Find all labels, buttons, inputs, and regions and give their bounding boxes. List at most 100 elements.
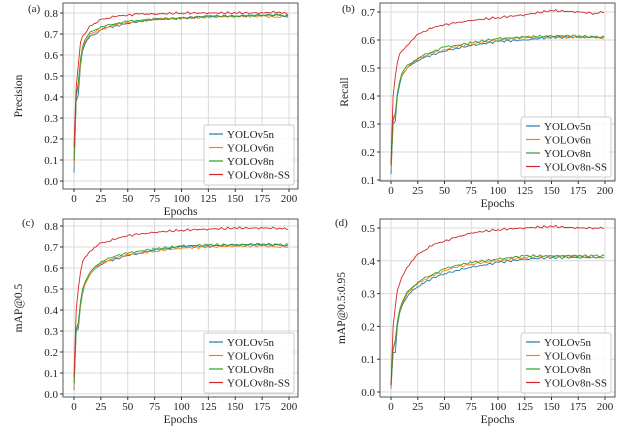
x-tick-label: 50: [122, 401, 134, 413]
plot-frame: [62, 2, 299, 190]
x-tick-label: 150: [543, 185, 560, 197]
y-tick-label: 0.1: [361, 354, 375, 366]
y-tick-label: 0.5: [361, 223, 375, 235]
legend-entry: YOLOv8n: [227, 156, 275, 168]
legend-entry: YOLOv5n: [544, 121, 592, 133]
legend-box: [203, 332, 295, 394]
x-tick-label: 75: [466, 401, 478, 413]
x-tick-label: 75: [149, 401, 161, 413]
x-tick-label: 100: [173, 401, 190, 413]
x-tick-label: 25: [412, 401, 424, 413]
series-line-yolov8n: [73, 242, 289, 384]
legend-entry: YOLOv8n-SS: [544, 378, 607, 390]
series-line-yolov6n: [73, 244, 289, 388]
series-line-yolov8n-ss: [73, 10, 289, 148]
y-tick-label: 0.6: [361, 35, 375, 47]
x-tick-label: 125: [200, 401, 217, 413]
x-tick-label: 75: [466, 185, 478, 197]
x-tick-label: 0: [388, 401, 394, 413]
x-tick-label: 0: [71, 193, 77, 205]
panel-label: (a): [28, 3, 41, 15]
y-tick-label: 0.5: [361, 63, 375, 75]
series-line-yolov8n: [390, 254, 605, 386]
series-line-yolov8n: [390, 34, 605, 167]
x-tick-label: 200: [281, 193, 298, 205]
series-line-yolov5n: [390, 256, 604, 389]
y-tick-label: 0.6: [44, 263, 58, 275]
x-tick-label: 25: [95, 401, 107, 413]
legend-entry: YOLOv8n: [227, 364, 275, 376]
y-tick-label: 0.7: [44, 242, 58, 254]
x-tick-label: 0: [71, 401, 77, 413]
y-tick-label: 0.7: [44, 29, 58, 41]
legend-box: [203, 124, 295, 186]
y-tick-label: 0.1: [361, 175, 375, 187]
y-tick-label: 0.4: [44, 92, 58, 104]
x-tick-label: 125: [517, 401, 534, 413]
x-tick-label: 175: [570, 185, 587, 197]
y-axis-label: Recall: [339, 77, 351, 106]
y-tick-label: 0.0: [361, 387, 375, 399]
x-tick-label: 200: [597, 185, 614, 197]
legend-entry: YOLOv8n: [544, 364, 592, 376]
x-tick-label: 200: [597, 401, 614, 413]
y-tick-label: 0.2: [44, 134, 58, 146]
y-tick-label: 0.7: [361, 7, 375, 19]
legend-entry: YOLOv6n: [544, 135, 592, 147]
y-tick-label: 0.0: [44, 389, 58, 401]
y-tick-label: 0.1: [44, 155, 58, 167]
x-tick-label: 25: [95, 193, 107, 205]
x-tick-label: 200: [281, 401, 298, 413]
x-axis-label: Epochs: [164, 414, 198, 426]
legend-entry: YOLOv8n-SS: [544, 162, 607, 174]
x-tick-label: 50: [439, 401, 451, 413]
legend-box: [520, 116, 612, 178]
series-line-yolov8n-ss: [390, 9, 605, 164]
x-tick-label: 100: [490, 401, 507, 413]
x-axis-label: Epochs: [481, 414, 515, 426]
x-tick-label: 125: [200, 193, 217, 205]
legend-entry: YOLOv6n: [227, 351, 275, 363]
y-tick-label: 0.3: [361, 119, 375, 131]
x-tick-label: 100: [173, 193, 190, 205]
legend-entry: YOLOv8n-SS: [227, 378, 290, 390]
x-tick-label: 50: [439, 185, 451, 197]
x-axis-label: Epochs: [481, 198, 515, 210]
legend-entry: YOLOv6n: [227, 143, 275, 155]
x-tick-label: 150: [227, 193, 244, 205]
x-tick-label: 150: [227, 401, 244, 413]
legend-entry: YOLOv8n: [544, 148, 592, 160]
legend-entry: YOLOv8n-SS: [227, 170, 290, 182]
x-tick-label: 100: [490, 185, 507, 197]
y-tick-label: 0.4: [361, 91, 375, 103]
y-axis-label: Precision: [13, 74, 25, 117]
y-tick-label: 0.3: [44, 326, 58, 338]
x-tick-label: 175: [570, 401, 587, 413]
series-line-yolov8n: [73, 13, 289, 161]
y-tick-label: 0.6: [44, 50, 58, 62]
y-axis-label: mAP@0.5: [13, 283, 25, 332]
x-tick-label: 25: [412, 185, 424, 197]
series-line-yolov6n: [390, 254, 605, 388]
plot-frame: [62, 218, 299, 398]
x-tick-label: 125: [517, 185, 534, 197]
panel-a: 0 25 50 75 100 125 150 175 200 0.0 0.1 0.2 0.3 0.4 0.5…: [13, 2, 299, 218]
x-tick-label: 175: [254, 193, 271, 205]
legend-entry: YOLOv6n: [544, 351, 592, 363]
panel-label: (d): [335, 217, 348, 229]
panel-label: (c): [22, 217, 35, 229]
panel-b: 0 25 50 75 100 125 150 175 200 0.1 0.2 0.3 0.4 0.5 0.6…: [339, 2, 616, 210]
y-tick-label: 0.1: [44, 368, 58, 380]
y-tick-label: 0.2: [361, 321, 375, 333]
y-tick-label: 0.5: [44, 284, 58, 296]
y-tick-label: 0.8: [44, 8, 58, 20]
y-tick-label: 0.4: [361, 256, 375, 268]
panel-label: (b): [342, 3, 355, 15]
series-line-yolov8n-ss: [73, 226, 289, 378]
y-axis-label: mAP@0.5:0.95: [336, 272, 348, 344]
y-tick-label: 0.3: [44, 113, 58, 125]
